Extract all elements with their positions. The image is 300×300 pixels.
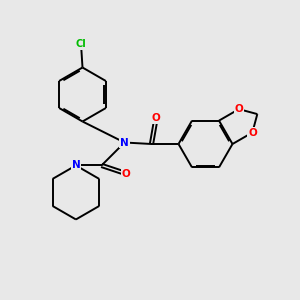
Text: O: O bbox=[152, 113, 160, 123]
Text: N: N bbox=[71, 160, 80, 170]
Text: Cl: Cl bbox=[76, 39, 86, 49]
Text: O: O bbox=[235, 104, 243, 114]
Text: O: O bbox=[122, 169, 130, 178]
Text: O: O bbox=[248, 128, 257, 137]
Text: N: N bbox=[71, 160, 80, 170]
Text: N: N bbox=[120, 137, 129, 148]
